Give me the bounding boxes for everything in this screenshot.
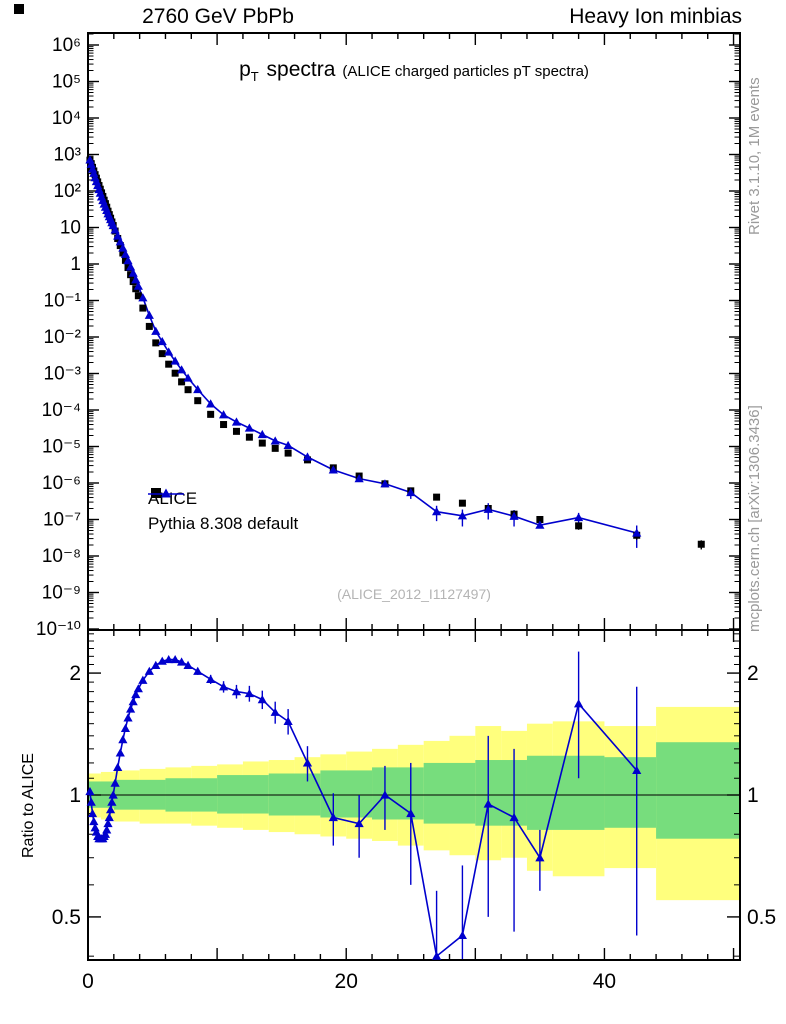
svg-text:1: 1 [747,784,759,807]
title-pt-subscript: T [250,69,259,85]
svg-text:10: 10 [60,218,81,239]
svg-text:20: 20 [335,970,358,993]
svg-text:10⁻¹: 10⁻¹ [44,291,82,312]
svg-text:10⁻⁶: 10⁻⁶ [42,473,81,494]
title-main: spectra [266,58,336,81]
svg-text:2: 2 [747,662,759,685]
title-detail: (ALICE charged particles pT spectra) [342,63,589,80]
svg-text:0: 0 [82,970,94,993]
svg-text:10⁻³: 10⁻³ [44,364,82,385]
alice-square-marker-icon [151,488,161,498]
corner-mark [14,4,24,14]
svg-text:0.5: 0.5 [52,906,81,929]
plot-title: pT spectra (ALICE charged particles pT sp… [88,58,740,84]
legend-label-pythia: Pythia 8.308 default [148,513,299,533]
svg-text:10⁻⁵: 10⁻⁵ [42,437,81,458]
svg-text:10⁻⁴: 10⁻⁴ [42,400,81,421]
analysis-id-watermark: (ALICE_2012_I1127497) [337,586,491,602]
ratio-axis-label: Ratio to ALICE [20,753,37,858]
svg-text:10⁵: 10⁵ [52,72,81,93]
analysis-type-label: Heavy Ion minbias [569,5,742,28]
svg-text:1: 1 [70,254,81,275]
svg-text:10²: 10² [54,181,81,202]
svg-text:10⁴: 10⁴ [52,108,81,129]
svg-text:40: 40 [593,970,616,993]
svg-text:10⁻⁸: 10⁻⁸ [42,546,81,567]
rivet-version-label: Rivet 3.1.10, 1M events [746,77,763,235]
svg-text:10⁻²: 10⁻² [44,327,82,348]
svg-text:10⁻⁷: 10⁻⁷ [43,510,81,531]
svg-text:0.5: 0.5 [747,906,776,929]
legend-item-pythia: Pythia 8.308 default [148,488,299,536]
pythia-triangle-line-marker-icon [148,488,184,498]
svg-text:2: 2 [69,662,81,685]
svg-text:1: 1 [69,784,81,807]
svg-text:10⁻⁹: 10⁻⁹ [42,583,81,604]
svg-text:10⁻¹⁰: 10⁻¹⁰ [36,619,81,640]
svg-text:10⁶: 10⁶ [52,35,81,56]
beam-info-label: 2760 GeV PbPb [142,5,294,28]
svg-text:10³: 10³ [54,145,81,166]
title-pt-symbol: p [239,58,251,81]
mcplots-reference-label: mcplots.cern.ch [arXiv:1306.3436] [746,405,763,632]
legend: ALICE Pythia 8.308 default [148,486,298,536]
